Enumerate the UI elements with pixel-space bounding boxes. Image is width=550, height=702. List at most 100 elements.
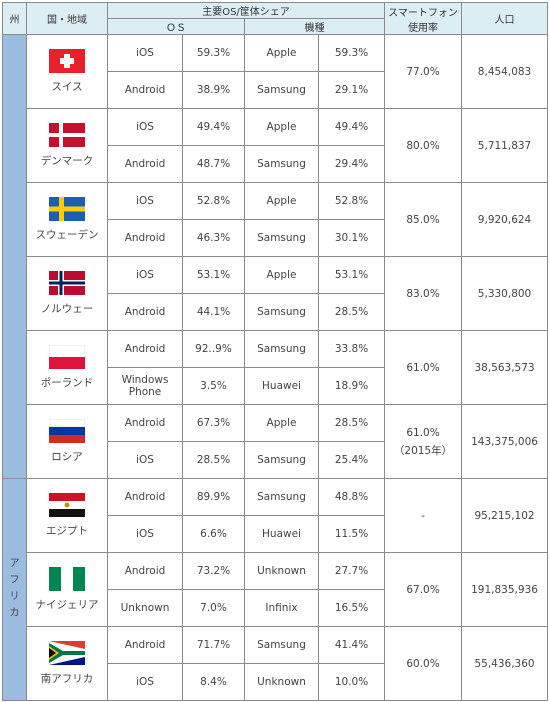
share-cell: 3.5% — [182, 367, 245, 405]
table-body: スイス iOS 59.3% Apple 59.3% 77.0% 8,454,083 Andro… — [2, 34, 549, 701]
country-name: 南アフリカ — [40, 673, 94, 685]
flag-icon — [49, 493, 85, 517]
share-cell: Infinix — [244, 589, 319, 627]
share-cell: 44.1% — [182, 293, 245, 331]
share-cell: 28.5% — [317, 404, 386, 442]
header-cell: スマートフォン使用率 — [384, 2, 463, 35]
country-name: ノルウェー — [40, 303, 94, 315]
header-row: ＯＳ 機種 — [3, 18, 548, 35]
header-cell: 国・地域 — [26, 2, 108, 35]
share-cell: 52.8% — [317, 182, 386, 220]
share-cell: iOS — [107, 34, 183, 72]
country-cell: ノルウェー — [26, 256, 108, 331]
usage-cell: 85.0% — [384, 182, 463, 257]
share-cell: 28.5% — [317, 293, 386, 331]
share-cell: 46.3% — [182, 219, 245, 257]
usage-value: 85.0% — [406, 213, 440, 226]
table-row: iOS 6.6% Huawei 11.5% — [3, 515, 548, 553]
population-cell: 5,711,837 — [461, 108, 549, 183]
table-row: デンマーク iOS 49.4% Apple 49.4% 80.0% 5,711,837 — [3, 108, 549, 183]
share-cell: Apple — [244, 256, 319, 294]
country-cell: スウェーデン — [26, 182, 108, 257]
share-cell: Android — [107, 219, 183, 257]
header-cell: 主要OS/筐体シェア — [106, 2, 386, 19]
region-cell: アフリカ — [2, 478, 27, 701]
share-cell: Samsung — [244, 478, 319, 516]
share-cell: 73.2% — [182, 552, 245, 590]
country-cell: エジプト — [26, 478, 108, 553]
share-cell: Windows Phone — [107, 367, 183, 405]
population-cell: 38,563,573 — [461, 330, 549, 405]
country-name: ナイジェリア — [35, 599, 99, 611]
region-cell — [2, 34, 27, 479]
table-row: 南アフリカ Android 71.7% Samsung 41.4% 60.0% 55,436… — [3, 626, 549, 701]
table-row: Android 44.1% Samsung 28.5% — [3, 293, 548, 331]
flag-icon — [49, 49, 85, 73]
table-row: アフリカ エジプト Android 89.9% Samsung 48.8% -95,215,… — [2, 478, 549, 701]
share-cell: Huawei — [244, 367, 319, 405]
table-row: ポーランド Android 92..9% Samsung 33.8% 61.0% 38,56… — [3, 330, 549, 405]
flag-icon — [49, 419, 85, 443]
flag-icon — [49, 123, 85, 147]
share-cell: Android — [107, 145, 183, 183]
usage-cell: 80.0% — [384, 108, 463, 183]
share-cell: Samsung — [244, 71, 319, 109]
population-cell: 8,454,083 — [461, 34, 549, 109]
share-cell: 71.7% — [182, 626, 245, 664]
usage-value: 67.0% — [406, 583, 440, 596]
country-name: スウェーデン — [35, 229, 99, 241]
usage-cell: - — [384, 478, 463, 553]
share-cell: Huawei — [244, 515, 319, 553]
share-cell: 18.9% — [317, 367, 386, 405]
share-cell: Android — [107, 626, 183, 664]
share-cell: 48.8% — [317, 478, 386, 516]
table-row: スウェーデン iOS 52.8% Apple 52.8% 85.0% 9,920,624 — [3, 182, 549, 257]
share-cell: iOS — [107, 256, 183, 294]
share-cell: 59.3% — [182, 34, 245, 72]
country-name: エジプト — [46, 525, 88, 537]
usage-value: 80.0% — [406, 139, 440, 152]
share-cell: iOS — [107, 663, 183, 701]
share-cell: iOS — [107, 441, 183, 479]
flag-icon — [49, 271, 85, 295]
share-cell: Apple — [244, 404, 319, 442]
usage-value: 61.0% — [406, 361, 440, 374]
usage-value: 77.0% — [406, 65, 440, 78]
table-row: ナイジェリア Android 73.2% Unknown 27.7% 67.0% 191,8… — [3, 552, 549, 627]
header-cell: 機種 — [243, 18, 386, 35]
share-cell: Android — [107, 478, 183, 516]
share-cell: 41.4% — [317, 626, 386, 664]
country-name: ロシア — [51, 451, 83, 463]
population-cell: 95,215,102 — [461, 478, 549, 553]
share-cell: Unknown — [244, 552, 319, 590]
share-cell: 49.4% — [182, 108, 245, 146]
population-cell: 191,835,936 — [461, 552, 549, 627]
share-cell: Android — [107, 71, 183, 109]
usage-cell: 61.0% （2015年） — [384, 404, 463, 479]
share-cell: 8.4% — [182, 663, 245, 701]
share-cell: 53.1% — [182, 256, 245, 294]
population-cell: 5,330,800 — [461, 256, 549, 331]
usage-value: 83.0% — [406, 287, 440, 300]
header-cell: 州 — [2, 2, 27, 35]
usage-value: 61.0% — [406, 426, 440, 439]
table-row: Android 46.3% Samsung 30.1% — [3, 219, 548, 257]
header-row: 州 国・地域 主要OS/筐体シェア スマートフォン使用率 人口 — [2, 2, 549, 35]
country-cell: デンマーク — [26, 108, 108, 183]
share-cell: Android — [107, 404, 183, 442]
flag-icon — [49, 641, 85, 665]
share-cell: 7.0% — [182, 589, 245, 627]
share-cell: Android — [107, 330, 183, 368]
flag-icon — [49, 197, 85, 221]
population-cell: 143,375,006 — [461, 404, 549, 479]
country-name: デンマーク — [40, 155, 94, 167]
share-cell: 27.7% — [317, 552, 386, 590]
population-cell: 9,920,624 — [461, 182, 549, 257]
table-row: スイス iOS 59.3% Apple 59.3% 77.0% 8,454,083 — [2, 34, 549, 479]
share-cell: 29.1% — [317, 71, 386, 109]
country-cell: 南アフリカ — [26, 626, 108, 701]
table-row: Unknown 7.0% Infinix 16.5% — [3, 589, 548, 627]
share-cell: 53.1% — [317, 256, 386, 294]
share-cell: 38.9% — [182, 71, 245, 109]
